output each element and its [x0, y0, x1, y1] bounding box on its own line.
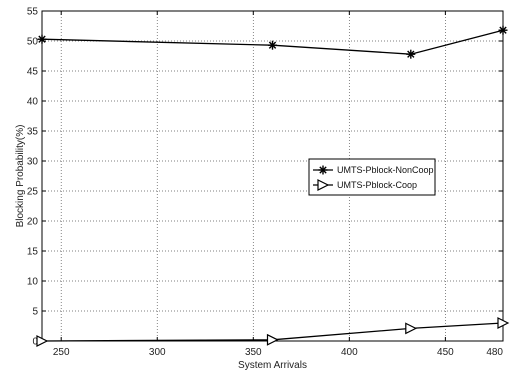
y-tick-label: 5 — [32, 307, 38, 318]
legend: UMTS-Pblock-NonCoop UMTS-Pblock-Coop — [308, 158, 436, 196]
x-tick-label: 400 — [341, 347, 358, 358]
y-tick-label: 45 — [27, 67, 39, 78]
y-tick-label: 35 — [27, 127, 39, 138]
x-tick-label: 450 — [437, 347, 454, 358]
legend-label: UMTS-Pblock-NonCoop — [337, 165, 434, 175]
data-point — [268, 40, 277, 50]
data-point — [36, 335, 49, 347]
y-tick-label: 40 — [27, 97, 39, 108]
data-point — [266, 333, 279, 346]
legend-entry: UMTS-Pblock-Coop — [313, 179, 417, 191]
series-line — [41, 29, 504, 55]
data-point — [497, 317, 510, 329]
data-point — [37, 34, 47, 44]
x-tick-label: 480 — [486, 347, 503, 358]
series-line — [41, 322, 504, 342]
legend-entry: UMTS-Pblock-NonCoop — [313, 165, 434, 175]
legend-marker — [318, 165, 328, 175]
y-tick-label: 20 — [27, 217, 39, 228]
x-axis-label: System Arrivals — [238, 360, 307, 371]
x-tick-label: 350 — [245, 347, 262, 358]
series-2 — [36, 317, 510, 347]
y-tick-label: 0 — [32, 337, 38, 348]
x-tick-label: 250 — [53, 347, 70, 358]
series-1 — [37, 25, 508, 59]
data-point — [405, 322, 418, 335]
y-tick-label: 15 — [27, 247, 39, 258]
x-tick-label: 300 — [149, 347, 166, 358]
y-tick-label: 30 — [27, 157, 39, 168]
series-group — [36, 25, 510, 347]
axis-ticks: 0 5 10 15 20 25 30 35 40 45 50 55 250 300 350 400 450 480 — [27, 7, 504, 358]
y-tick-label: 55 — [27, 7, 39, 18]
data-point — [406, 49, 416, 59]
legend-box — [308, 158, 436, 196]
data-point — [498, 25, 508, 35]
legend-marker — [317, 179, 330, 191]
y-axis-label: Blocking Probability(%) — [15, 125, 26, 228]
y-tick-label: 25 — [27, 187, 39, 198]
legend-label: UMTS-Pblock-Coop — [337, 180, 417, 190]
y-tick-label: 10 — [27, 277, 39, 288]
y-tick-label: 50 — [27, 37, 39, 48]
